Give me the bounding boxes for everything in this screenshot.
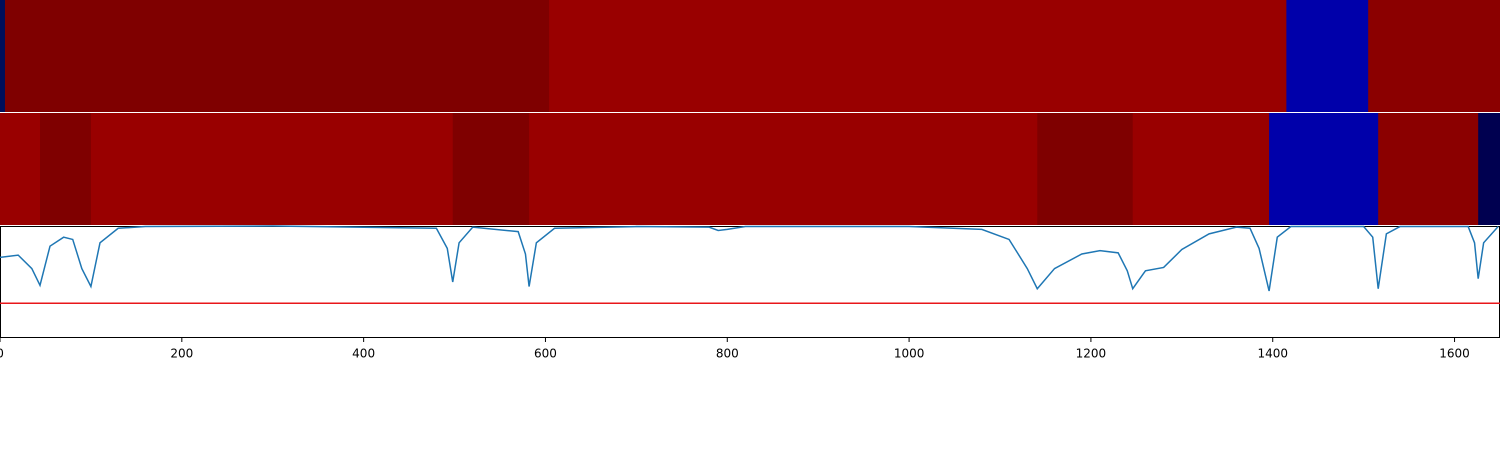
- segment: [529, 113, 1038, 225]
- segment: [90, 113, 454, 225]
- segment: [1378, 113, 1479, 225]
- segment: [1269, 113, 1379, 225]
- x-tick-label: 0: [0, 347, 4, 361]
- segment: [1286, 0, 1369, 112]
- x-tick-label: 600: [534, 347, 557, 361]
- x-tick-label: 200: [170, 347, 193, 361]
- segment: [1478, 113, 1500, 225]
- x-tick-label: 800: [716, 347, 739, 361]
- segment: [1132, 113, 1270, 225]
- segment: [0, 113, 41, 225]
- segment: [0, 0, 6, 112]
- x-tick-label: 1600: [1439, 347, 1470, 361]
- x-tick-label: 1400: [1257, 347, 1288, 361]
- line: [0, 225, 1499, 292]
- x-tick-label: 1000: [894, 347, 925, 361]
- segment: [452, 113, 530, 225]
- segment: [40, 113, 92, 225]
- segment: [5, 0, 550, 112]
- segment: [1368, 0, 1500, 112]
- plot-frame: [0, 226, 1500, 338]
- x-tick-label: 1200: [1076, 347, 1107, 361]
- segment: [1037, 113, 1134, 225]
- x-tick-label: 400: [352, 347, 375, 361]
- segment: [549, 0, 1287, 112]
